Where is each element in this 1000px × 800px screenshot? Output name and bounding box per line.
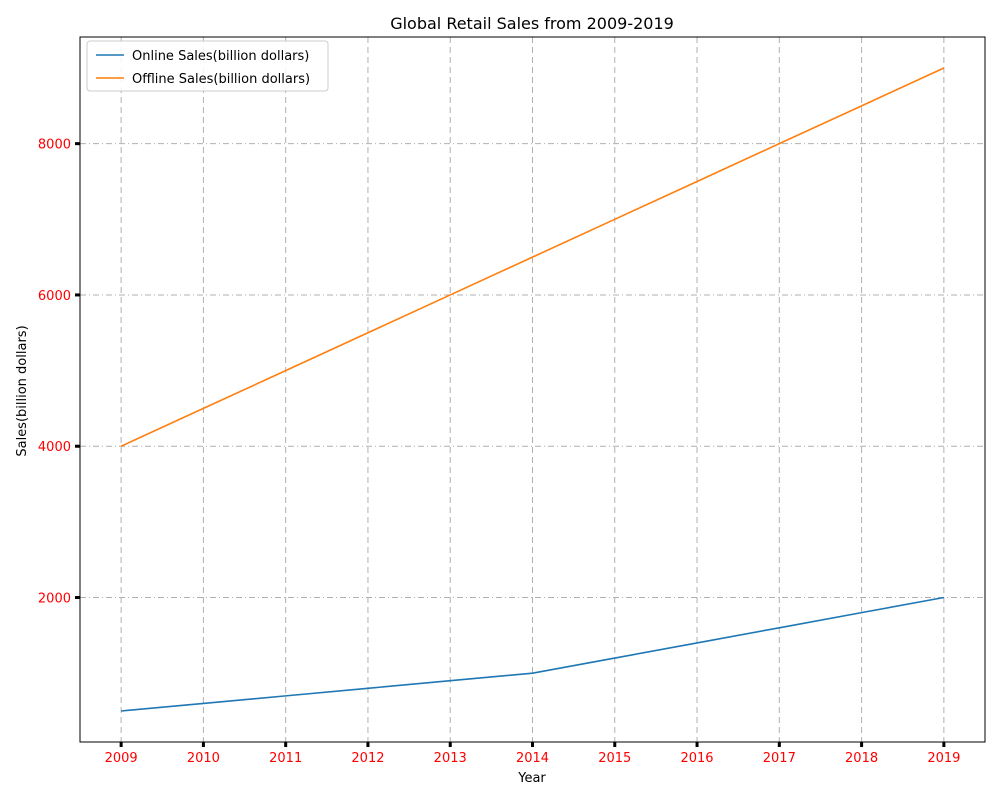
grid xyxy=(80,37,985,742)
y-axis-ticks: 2000 4000 6000 8000 xyxy=(38,138,80,607)
series-lines xyxy=(120,67,945,712)
x-tick-label: 2017 xyxy=(763,751,796,766)
x-tick-label: 2018 xyxy=(845,751,878,766)
y-tick-label: 8000 xyxy=(38,138,71,153)
legend: Online Sales(billion dollars) Offline Sa… xyxy=(86,40,329,92)
x-tick-label: 2010 xyxy=(187,751,220,766)
x-axis-label: Year xyxy=(517,771,546,786)
series-line-online xyxy=(121,596,945,712)
chart-title: Global Retail Sales from 2009-2019 xyxy=(390,14,674,33)
y-axis-label: Sales(billion dollars) xyxy=(15,325,30,456)
legend-box xyxy=(86,40,329,92)
x-tick-label: 2016 xyxy=(680,751,713,766)
x-tick-label: 2013 xyxy=(434,751,467,766)
x-tick-label: 2014 xyxy=(516,751,549,766)
legend-label-online: Online Sales(billion dollars) xyxy=(132,49,309,64)
x-tick-label: 2015 xyxy=(598,751,631,766)
series-line-offline xyxy=(120,67,945,447)
y-tick-label: 6000 xyxy=(38,289,71,304)
x-tick-label: 2019 xyxy=(927,751,960,766)
y-tick-label: 4000 xyxy=(38,440,71,455)
y-tick-label: 2000 xyxy=(38,592,71,607)
x-tick-label: 2011 xyxy=(269,751,302,766)
x-tick-label: 2012 xyxy=(351,751,384,766)
x-tick-label: 2009 xyxy=(105,751,138,766)
legend-label-offline: Offline Sales(billion dollars) xyxy=(132,72,310,87)
x-axis-ticks: 2009 2010 2011 2012 2013 2014 2015 2016 2017 2018… xyxy=(105,742,960,766)
